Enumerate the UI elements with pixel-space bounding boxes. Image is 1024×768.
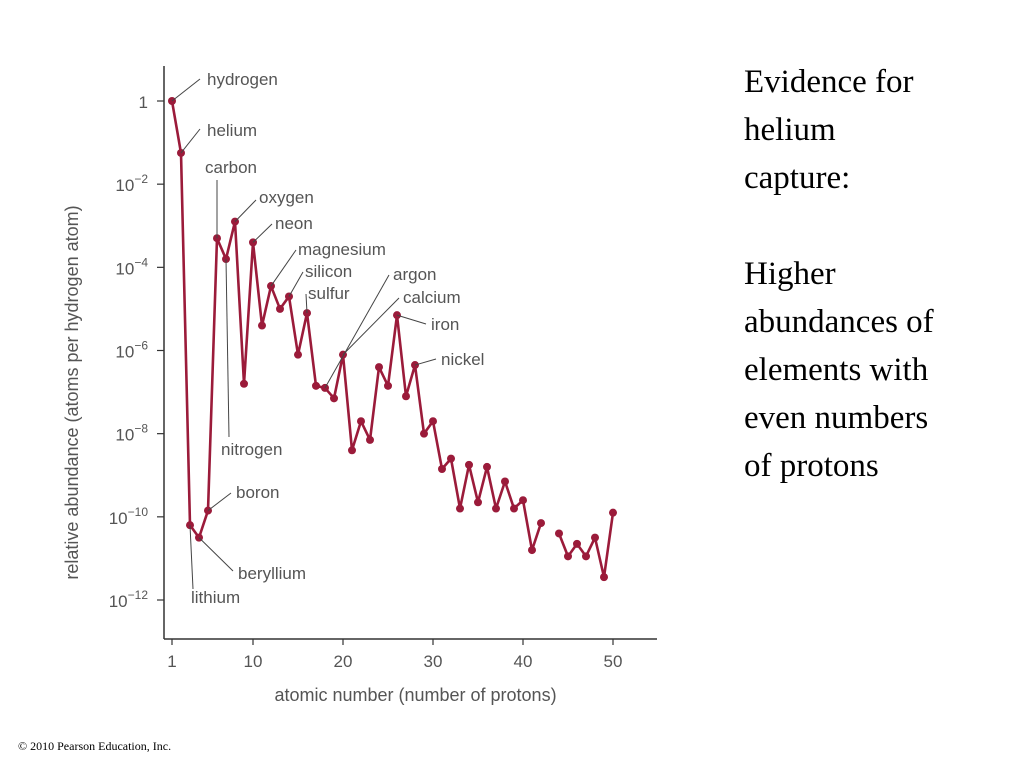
data-point	[456, 504, 464, 513]
data-point	[573, 539, 581, 548]
body-line-4: even numbers	[744, 400, 929, 436]
x-tick-label: 30	[424, 652, 443, 671]
heading-line-1: Evidence for	[744, 64, 914, 100]
data-point	[312, 381, 320, 390]
element-label-magnesium: magnesium	[298, 240, 386, 259]
data-point	[510, 504, 518, 513]
data-point	[519, 496, 527, 505]
data-point	[276, 304, 284, 313]
element-label-calcium: calcium	[403, 288, 461, 307]
y-tick-label: 10−10	[109, 505, 149, 528]
body-line-1: Higher	[744, 256, 836, 292]
annotation-leader	[180, 128, 201, 154]
data-point	[600, 573, 608, 582]
element-label-boron: boron	[236, 483, 279, 502]
data-point	[348, 446, 356, 455]
annotation-leader	[414, 358, 437, 366]
annotation-leader	[198, 537, 234, 572]
element-label-nickel: nickel	[441, 350, 484, 369]
element-label-beryllium: beryllium	[238, 564, 306, 583]
annotation-leader	[342, 297, 400, 356]
annotation-leader	[324, 274, 390, 389]
data-point	[258, 321, 266, 330]
annotation-leader	[270, 249, 297, 287]
annotation-leader	[305, 293, 308, 314]
series-line-2	[557, 512, 615, 579]
series-line-1	[170, 100, 543, 552]
element-label-iron: iron	[431, 315, 459, 334]
body-line-5: of protons	[744, 448, 879, 484]
annotation-leader	[171, 78, 201, 102]
data-point	[501, 477, 509, 486]
data-point	[483, 462, 491, 471]
data-point	[294, 350, 302, 359]
data-point	[474, 498, 482, 507]
x-tick-label: 40	[514, 652, 533, 671]
element-label-silicon: silicon	[305, 262, 352, 281]
copyright-footer: © 2010 Pearson Education, Inc.	[18, 739, 172, 753]
data-point	[429, 417, 437, 426]
y-tick-label: 10−4	[115, 255, 148, 278]
x-tick-label: 50	[604, 652, 623, 671]
abundance-chart: 1 10 20 30 40 50 1 10−2 10−4 10−6 10−8 10−10 10−12 at…	[62, 66, 657, 705]
body-line-2: abundances of	[744, 304, 934, 340]
x-tick-label: 10	[244, 652, 263, 671]
element-label-hydrogen: hydrogen	[207, 70, 278, 89]
data-point	[330, 394, 338, 403]
annotation-leader	[396, 314, 427, 325]
annotation-leader	[225, 259, 230, 438]
y-tick-label: 10−6	[115, 339, 148, 362]
data-point	[465, 460, 473, 469]
data-point	[609, 508, 617, 517]
annotation-leader	[189, 525, 194, 590]
data-point	[555, 529, 563, 538]
y-tick-label: 10−8	[115, 422, 148, 445]
data-point	[420, 429, 428, 438]
element-label-sulfur: sulfur	[308, 284, 350, 303]
y-tick-label: 10−2	[115, 172, 148, 195]
heading-line-3: capture:	[744, 160, 851, 196]
data-point	[384, 381, 392, 390]
data-point	[357, 417, 365, 426]
data-point	[375, 363, 383, 372]
element-label-argon: argon	[393, 265, 436, 284]
x-tick-label: 1	[167, 652, 176, 671]
slide-text: Evidence for helium capture: Higher abun…	[744, 58, 1014, 490]
data-point	[492, 504, 500, 513]
data-point	[528, 546, 536, 555]
data-point	[366, 435, 374, 444]
element-label-lithium: lithium	[191, 588, 240, 607]
data-point	[537, 519, 545, 528]
y-tick-label: 1	[139, 93, 148, 112]
data-point	[582, 552, 590, 561]
element-label-helium: helium	[207, 121, 257, 140]
x-axis-title: atomic number (number of protons)	[274, 685, 556, 705]
annotation-leader	[234, 199, 257, 222]
element-label-carbon: carbon	[205, 158, 257, 177]
data-point	[240, 379, 248, 388]
element-label-neon: neon	[275, 214, 313, 233]
axes: 1 10 20 30 40 50 1 10−2 10−4 10−6 10−8 10−10 10−12 at…	[62, 66, 657, 705]
data-point	[564, 552, 572, 561]
data-point	[447, 454, 455, 463]
element-label-nitrogen: nitrogen	[221, 440, 282, 459]
annotation-leader	[288, 271, 304, 297]
annotation-leader	[207, 492, 232, 511]
data-point	[591, 533, 599, 542]
data-point	[402, 392, 410, 401]
heading-line-2: helium	[744, 112, 836, 148]
annotation-leader	[252, 223, 273, 243]
y-tick-label: 10−12	[109, 588, 149, 611]
x-tick-label: 20	[334, 652, 353, 671]
data-point	[438, 465, 446, 474]
body-line-3: elements with	[744, 352, 929, 388]
y-axis-title: relative abundance (atoms per hydrogen a…	[62, 205, 82, 579]
element-label-oxygen: oxygen	[259, 188, 314, 207]
